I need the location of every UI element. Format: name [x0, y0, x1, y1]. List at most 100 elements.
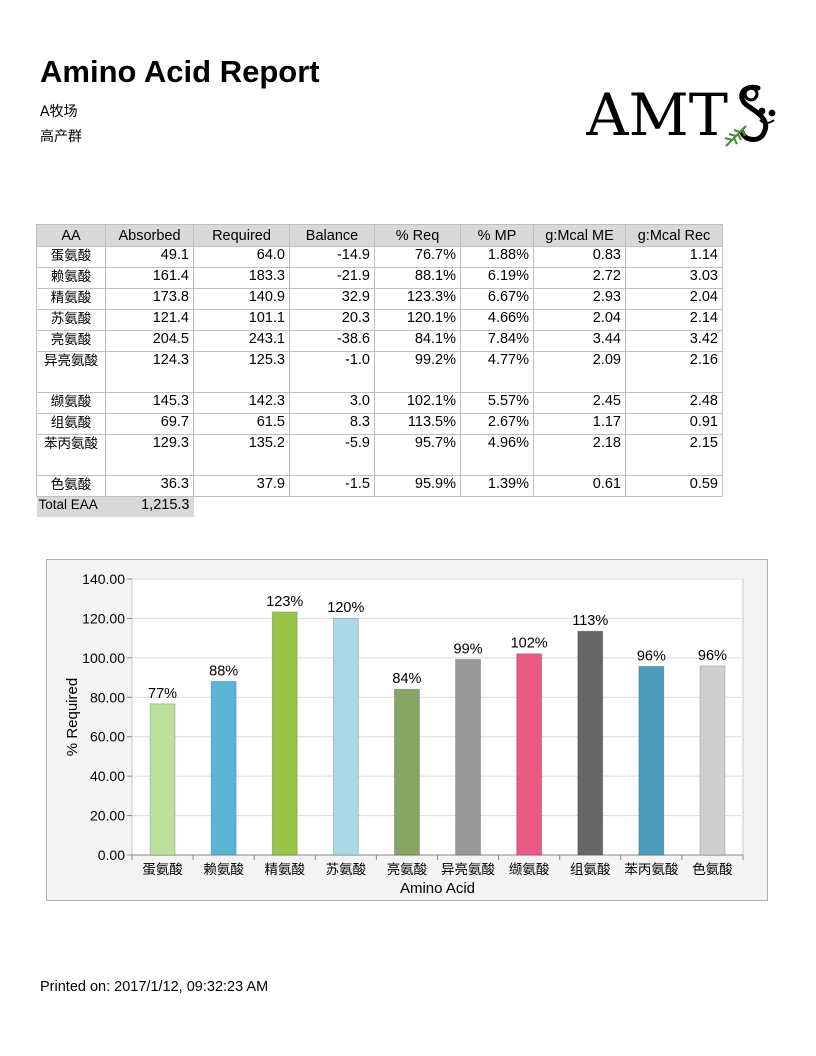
col-header-required: Required	[193, 224, 290, 247]
value-cell: 95.7%	[374, 434, 461, 476]
table-row: 异亮氨酸 124.3 125.3 -1.0 99.2% 4.77% 2.09 2.16	[36, 351, 723, 393]
value-cell: 2.18	[533, 434, 626, 476]
farm-name: A牧场	[40, 104, 78, 120]
value-cell: 2.72	[533, 267, 626, 289]
data-label: 96%	[637, 648, 666, 664]
x-tick-label: 色氨酸	[692, 861, 733, 878]
data-label: 99%	[454, 641, 483, 657]
x-tick-label: 亮氨酸	[387, 861, 428, 878]
value-cell: 64.0	[193, 246, 290, 268]
total-row: Total EAA 1,215.3	[36, 496, 723, 517]
bar	[271, 611, 298, 856]
value-cell: 36.3	[105, 475, 194, 497]
value-cell: 0.83	[533, 246, 626, 268]
total-value: 1,215.3	[105, 496, 194, 517]
bar	[638, 665, 665, 856]
value-cell: 125.3	[193, 351, 290, 393]
value-cell: 2.45	[533, 392, 626, 414]
bar	[516, 653, 543, 856]
value-cell: 32.9	[289, 288, 375, 310]
value-cell: 4.77%	[460, 351, 534, 393]
value-cell: 120.1%	[374, 309, 461, 331]
table-header-row: AA Absorbed Required Balance % Req % MP …	[36, 224, 723, 247]
bar	[393, 688, 420, 856]
table-row: 苏氨酸 121.4 101.1 20.3 120.1% 4.66% 2.04 2.14	[36, 309, 723, 331]
amino-acid-table: AA Absorbed Required Balance % Req % MP …	[36, 224, 723, 517]
value-cell: 2.48	[625, 392, 723, 414]
total-label: Total EAA	[36, 496, 106, 517]
col-header-absorbed: Absorbed	[105, 224, 194, 247]
value-cell: 113.5%	[374, 413, 461, 435]
value-cell: 99.2%	[374, 351, 461, 393]
table-row: 亮氨酸 204.5 243.1 -38.6 84.1% 7.84% 3.44 3.42	[36, 330, 723, 352]
value-cell: 6.19%	[460, 267, 534, 289]
table-row: 组氨酸 69.7 61.5 8.3 113.5% 2.67% 1.17 0.91	[36, 413, 723, 435]
value-cell: 3.44	[533, 330, 626, 352]
data-label: 84%	[392, 671, 421, 687]
x-tick-label: 蛋氨酸	[142, 862, 183, 878]
data-label: 96%	[698, 648, 727, 664]
bar	[455, 658, 482, 856]
value-cell: 0.91	[625, 413, 723, 435]
data-label: 77%	[148, 686, 177, 702]
value-cell: -1.5	[289, 475, 375, 497]
table-row: 赖氨酸 161.4 183.3 -21.9 88.1% 6.19% 2.72 3.03	[36, 267, 723, 289]
value-cell: 102.1%	[374, 392, 461, 414]
table-row: 苯丙氨酸 129.3 135.2 -5.9 95.7% 4.96% 2.18 2.15	[36, 434, 723, 476]
value-cell: 7.84%	[460, 330, 534, 352]
value-cell: 3.42	[625, 330, 723, 352]
printed-timestamp: Printed on: 2017/1/12, 09:32:23 AM	[40, 979, 269, 995]
bar	[149, 703, 176, 856]
value-cell: 20.3	[289, 309, 375, 331]
chart-svg: 0.00 20.00 40.00 60.00 80.00 100.00 120.00 140.…	[64, 571, 744, 897]
table-row: 蛋氨酸 49.1 64.0 -14.9 76.7% 1.88% 0.83 1.14	[36, 246, 723, 268]
value-cell: -38.6	[289, 330, 375, 352]
value-cell: 161.4	[105, 267, 194, 289]
y-tick-label: 20.00	[90, 808, 125, 824]
value-cell: 2.15	[625, 434, 723, 476]
x-tick-label: 精氨酸	[265, 862, 306, 878]
bar	[699, 665, 726, 856]
aa-name-cell: 苯丙氨酸	[36, 434, 106, 476]
value-cell: 49.1	[105, 246, 194, 268]
value-cell: 173.8	[105, 288, 194, 310]
col-header-aa: AA	[36, 224, 106, 247]
value-cell: 0.61	[533, 475, 626, 497]
value-cell: 84.1%	[374, 330, 461, 352]
aa-name-cell: 蛋氨酸	[36, 246, 106, 268]
value-cell: -5.9	[289, 434, 375, 476]
value-cell: -14.9	[289, 246, 375, 268]
value-cell: 95.9%	[374, 475, 461, 497]
value-cell: 243.1	[193, 330, 290, 352]
y-tick-label: 100.00	[82, 650, 125, 666]
value-cell: 2.16	[625, 351, 723, 393]
table-row: 色氨酸 36.3 37.9 -1.5 95.9% 1.39% 0.61 0.59	[36, 475, 723, 497]
y-tick-label: 120.00	[82, 610, 125, 626]
value-cell: 183.3	[193, 267, 290, 289]
value-cell: 4.96%	[460, 434, 534, 476]
bar	[577, 630, 604, 856]
value-cell: 76.7%	[374, 246, 461, 268]
aa-name-cell: 异亮氨酸	[36, 351, 106, 393]
data-label: 88%	[209, 663, 238, 679]
value-cell: 3.03	[625, 267, 723, 289]
value-cell: 69.7	[105, 413, 194, 435]
value-cell: 124.3	[105, 351, 194, 393]
value-cell: 1.17	[533, 413, 626, 435]
aa-name-cell: 苏氨酸	[36, 309, 106, 331]
value-cell: 0.59	[625, 475, 723, 497]
value-cell: 61.5	[193, 413, 290, 435]
x-axis-title: Amino Acid	[400, 880, 475, 897]
aa-name-cell: 赖氨酸	[36, 267, 106, 289]
value-cell: 2.04	[625, 288, 723, 310]
value-cell: 2.67%	[460, 413, 534, 435]
x-tick-label: 缬氨酸	[509, 862, 550, 878]
aa-name-cell: 精氨酸	[36, 288, 106, 310]
table-row: 精氨酸 173.8 140.9 32.9 123.3% 6.67% 2.93 2.04	[36, 288, 723, 310]
aa-name-cell: 色氨酸	[36, 475, 106, 497]
value-cell: 135.2	[193, 434, 290, 476]
y-tick-label: 60.00	[90, 729, 125, 745]
value-cell: 121.4	[105, 309, 194, 331]
report-title: Amino Acid Report	[40, 54, 320, 89]
value-cell: 8.3	[289, 413, 375, 435]
